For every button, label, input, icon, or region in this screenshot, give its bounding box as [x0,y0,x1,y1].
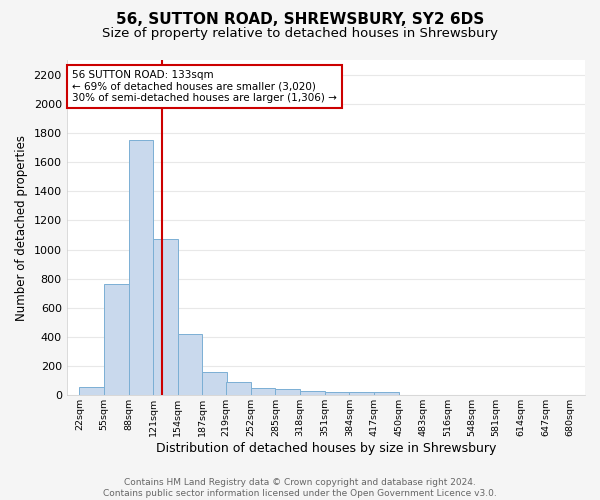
Bar [79,386,104,396]
Text: 56, SUTTON ROAD, SHREWSBURY, SY2 6DS: 56, SUTTON ROAD, SHREWSBURY, SY2 6DS [116,12,484,28]
Bar [349,392,374,396]
X-axis label: Distribution of detached houses by size in Shrewsbury: Distribution of detached houses by size … [155,442,496,455]
Bar [178,334,202,396]
Bar [128,140,153,396]
Bar [300,391,325,396]
Y-axis label: Number of detached properties: Number of detached properties [15,134,28,320]
Bar [275,390,300,396]
Text: Contains HM Land Registry data © Crown copyright and database right 2024.
Contai: Contains HM Land Registry data © Crown c… [103,478,497,498]
Bar [374,392,398,396]
Text: 56 SUTTON ROAD: 133sqm
← 69% of detached houses are smaller (3,020)
30% of semi-: 56 SUTTON ROAD: 133sqm ← 69% of detached… [72,70,337,103]
Text: Size of property relative to detached houses in Shrewsbury: Size of property relative to detached ho… [102,28,498,40]
Bar [325,392,349,396]
Bar [251,388,275,396]
Bar [202,372,227,396]
Bar [226,382,251,396]
Bar [153,238,178,396]
Bar [104,284,128,396]
